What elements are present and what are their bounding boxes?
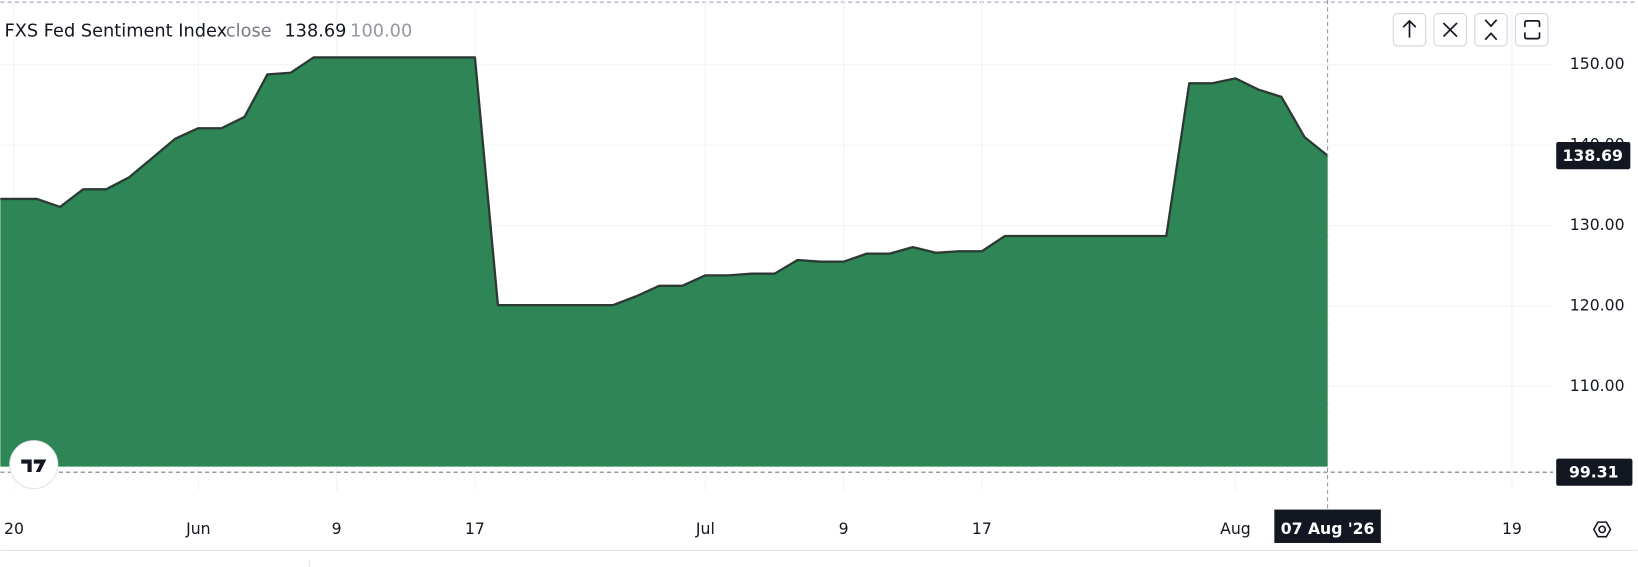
y-tick-label: 150.00 <box>1570 54 1625 73</box>
level-tag <box>1556 458 1633 486</box>
settings-button[interactable] <box>1592 521 1612 538</box>
y-tick-label: 120.00 <box>1570 295 1625 314</box>
y-tick-label: 110.00 <box>1570 376 1625 395</box>
legend-field: close <box>226 21 272 41</box>
x-tick-label: 17 <box>972 519 992 538</box>
legend-title: FXS Fed Sentiment Index <box>5 21 228 41</box>
legend-value: 138.69 <box>284 21 346 41</box>
area-line <box>0 56 1329 307</box>
price-tag-text: 138.69 <box>1563 146 1623 165</box>
y-tick-label: 130.00 <box>1570 215 1625 234</box>
maximize-button[interactable] <box>1514 13 1549 47</box>
x-tick-label: 17 <box>465 519 485 538</box>
logo[interactable] <box>9 440 59 490</box>
overlay: 99.31 138.69 07 Aug '26 <box>0 0 1633 543</box>
x-tick-label: Aug <box>1220 519 1251 538</box>
x-tick-label: 20 <box>4 519 24 538</box>
x-tick-label: 19 <box>1502 519 1522 538</box>
x-tick-label: Jun <box>185 519 210 538</box>
toolbar <box>1392 13 1549 47</box>
x-tick-label: Jul <box>695 519 715 538</box>
move-up-button[interactable] <box>1392 13 1427 47</box>
level-tag-text: 99.31 <box>1569 463 1619 482</box>
crosshair-date-tag <box>1274 509 1381 543</box>
x-tick-label: 9 <box>332 519 342 538</box>
area-fill <box>0 57 1328 467</box>
crosshair-date-text: 07 Aug '26 <box>1281 519 1375 538</box>
close-button[interactable] <box>1433 13 1467 47</box>
x-tick-label: 9 <box>839 519 849 538</box>
plot-area <box>0 56 1329 467</box>
price-tag <box>1556 142 1631 170</box>
collapse-button[interactable] <box>1474 13 1508 47</box>
y-tick-label: 140.00 <box>1570 135 1625 154</box>
legend-baseline: 100.00 <box>350 21 412 41</box>
